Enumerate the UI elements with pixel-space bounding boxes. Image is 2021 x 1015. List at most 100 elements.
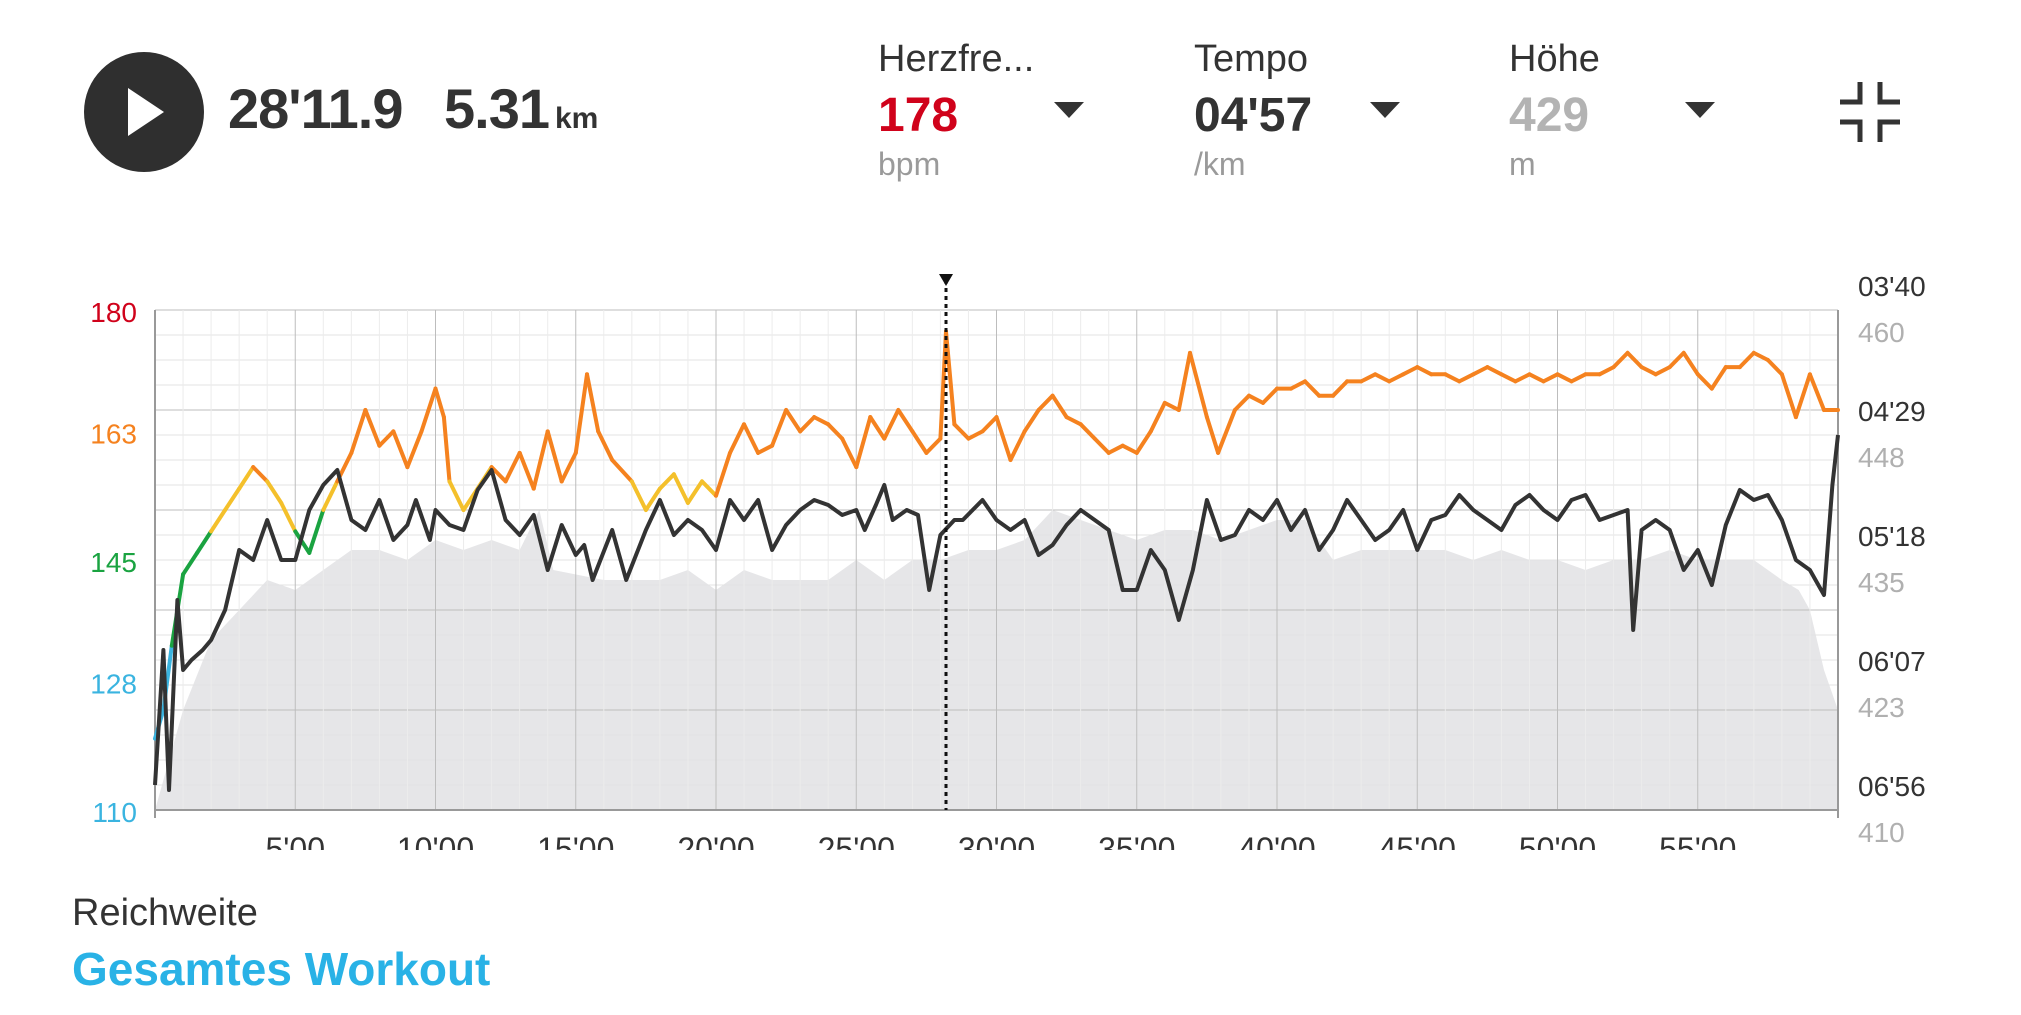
heart-rate-segment [1176,350,1192,412]
heart-rate-segment [1415,365,1434,377]
play-button[interactable] [84,52,204,172]
metric-unit: bpm [878,146,941,182]
heart-rate-segment [1387,372,1406,384]
heart-rate-segment [798,415,817,434]
collapse-button[interactable] [1838,80,1902,144]
x-tick-label: 20'00 [677,831,754,850]
heart-rate-segment [307,508,326,555]
heart-rate-segment [657,472,676,491]
heart-rate-segment [685,479,704,505]
heart-rate-segment [377,429,396,448]
heart-rate-segment [700,479,718,498]
heart-rate-segment [265,479,284,505]
heart-rate-segment [223,486,242,512]
heart-rate-segment [896,408,915,434]
heart-rate-segment [531,429,550,491]
heart-rate-segment [1261,386,1279,405]
altitude-tick-label: 448 [1858,442,1905,473]
heart-rate-segment [812,415,831,427]
heart-rate-segment [728,422,746,455]
metric-unit: m [1509,146,1536,182]
heart-rate-segment [405,429,424,470]
heart-rate-segment [1134,429,1153,455]
pace-tick-label: 04'29 [1858,396,1926,427]
heart-rate-segment [1216,408,1237,455]
x-tick-label: 30'00 [958,831,1035,850]
altitude-tick-label: 460 [1858,317,1905,348]
heart-rate-segment [1106,443,1125,455]
heart-rate-segment [770,408,789,448]
heart-rate-segment [1050,393,1069,420]
heart-rate-segment [882,408,901,441]
metric-label: Tempo [1194,38,1309,80]
metric-heart-rate-selector[interactable]: Herzfre... 178 bpm [878,38,1098,188]
heart-rate-segment [1204,415,1221,455]
heart-rate-segment [1457,372,1476,384]
heart-rate-series [153,329,1840,741]
heart-rate-segment [419,386,438,434]
workout-chart[interactable]: 180 163 145 128 110 03'40 04'29 05'18 06'07 06'56… [0,250,2021,850]
heart-rate-segment [209,508,228,534]
metric-value: 178 [878,89,959,142]
range-label: Reichweite [72,892,258,934]
heart-rate-segment [1162,400,1181,412]
x-tick-label: 25'00 [818,831,895,850]
metric-pace-selector[interactable]: Tempo 04'57 /km [1194,38,1414,188]
heart-rate-segment [938,329,948,441]
pace-series [153,434,1840,792]
heart-rate-segment [433,386,446,420]
heart-rate-segment [545,429,564,484]
heart-rate-segment [1120,443,1139,455]
heart-rate-segment [503,450,522,484]
range-selector[interactable]: Gesamtes Workout [72,943,491,995]
heart-rate-segment [1653,365,1672,377]
heart-rate-segment [1008,429,1027,462]
heart-rate-segment [1443,372,1462,384]
altitude-tick-label: 435 [1858,567,1905,598]
heart-rate-segment [1471,365,1490,377]
distance-value: 5.31 [444,77,550,140]
heart-rate-segment [1667,350,1686,370]
metric-label: Höhe [1509,38,1600,80]
hr-tick-label: 145 [90,547,137,578]
heart-rate-segment [1373,372,1392,384]
heart-rate-segment [1485,365,1504,377]
heart-rate-segment [1555,372,1574,384]
heart-rate-segment [840,436,859,470]
heart-rate-segment [1625,350,1644,370]
caret-down-icon [1685,102,1715,118]
x-tick-label: 10'00 [397,831,474,850]
play-icon [128,88,164,136]
heart-rate-segment [994,415,1013,462]
heart-rate-segment [1499,372,1518,384]
metric-altitude-selector[interactable]: Höhe 429 m [1509,38,1729,188]
collapse-icon [1840,82,1900,142]
heart-rate-segment [629,479,648,512]
heart-rate-segment [1541,372,1560,384]
heart-rate-segment [195,529,214,555]
heart-rate-segment [363,408,382,448]
heart-rate-segment [391,429,410,470]
heart-rate-segment [966,429,985,441]
heart-rate-segment [447,479,466,512]
hr-tick-label: 128 [90,668,137,699]
heart-rate-segment [1639,365,1658,377]
heart-rate-segment [321,479,340,512]
metric-value: 04'57 [1194,89,1313,142]
caret-down-icon [1370,102,1400,118]
x-tick-label: 45'00 [1379,831,1456,850]
heart-rate-segment [1289,379,1307,391]
heart-rate-segment [1036,393,1055,412]
altitude-tick-label: 410 [1858,817,1905,848]
heart-rate-segment [784,408,803,434]
heart-rate-segment [1247,393,1265,405]
heart-rate-segment [868,415,887,441]
heart-rate-segment [1078,422,1097,441]
heart-rate-segment [596,429,615,462]
heart-rate-segment [1779,372,1798,420]
heart-rate-segment [1064,415,1083,427]
heart-rate-segment [1232,393,1251,412]
heart-rate-segment [1709,365,1728,391]
heart-rate-segment [1331,379,1350,398]
workout-distance: 5.31 km [444,76,598,141]
